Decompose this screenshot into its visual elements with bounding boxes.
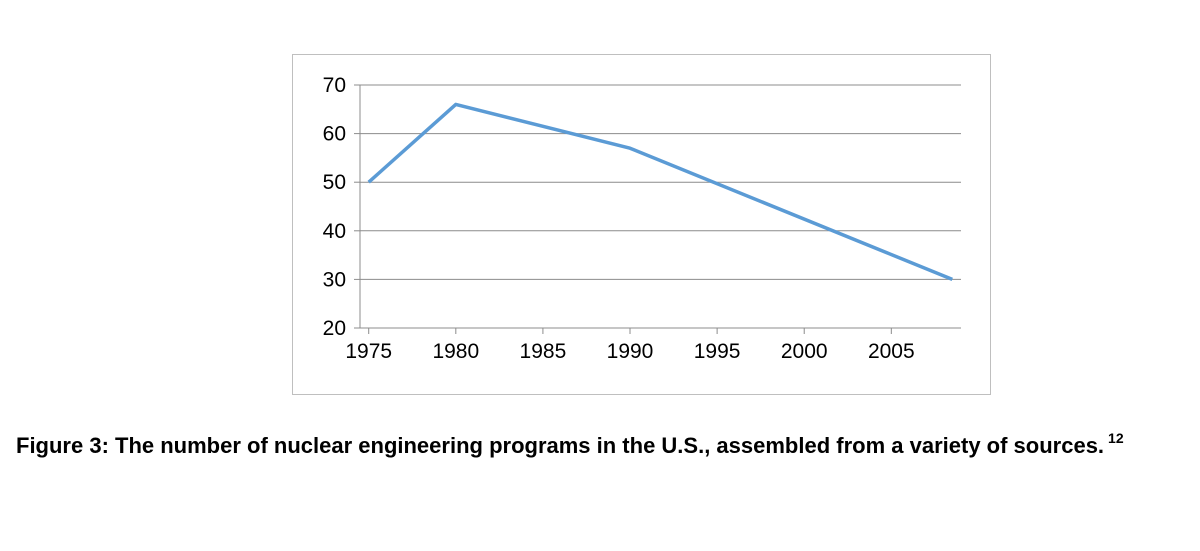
- figure-caption: Figure 3: The number of nuclear engineer…: [16, 428, 1186, 464]
- y-tick-label-70: 70: [323, 74, 346, 97]
- caption-text: Figure 3: The number of nuclear engineer…: [16, 433, 1105, 458]
- x-tick-label-1995: 1995: [694, 340, 741, 363]
- x-tick-label-1980: 1980: [432, 340, 479, 363]
- chart-frame: 20 30 40 50 60 70 1975 1980 1985 1990 1995 2000 2005: [292, 54, 991, 395]
- x-tick-label-1975: 1975: [345, 340, 392, 363]
- series: [367, 102, 953, 282]
- y-tick-label-20: 20: [323, 317, 346, 340]
- y-tick-label-60: 60: [323, 123, 346, 146]
- axes: [354, 84, 961, 334]
- gridlines: [360, 84, 961, 280]
- caption-footnote: 12: [1108, 430, 1124, 446]
- x-tick-label-1990: 1990: [607, 340, 654, 363]
- line-chart: 20 30 40 50 60 70 1975 1980 1985 1990 1995 2000 2005: [323, 74, 961, 363]
- y-tick-label-40: 40: [323, 220, 346, 243]
- y-tick-label-50: 50: [323, 171, 346, 194]
- x-tick-label-1985: 1985: [520, 340, 567, 363]
- series-line-0: [367, 102, 953, 282]
- x-tick-label-2000: 2000: [781, 340, 828, 363]
- y-tick-label-30: 30: [323, 268, 346, 291]
- tick-labels: 20 30 40 50 60 70 1975 1980 1985 1990 1995 2000 2005: [323, 74, 915, 363]
- x-tick-label-2005: 2005: [868, 340, 915, 363]
